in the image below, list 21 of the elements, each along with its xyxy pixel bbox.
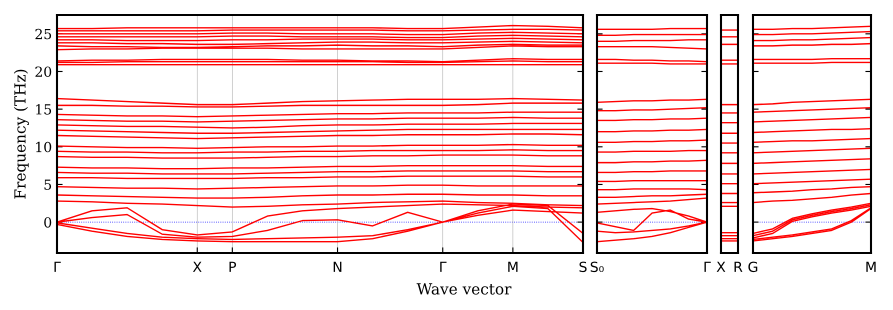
x-tick-label: N	[334, 262, 342, 272]
x-tick-label: X	[716, 262, 726, 272]
y-tick-label: 15	[36, 104, 52, 115]
y-tick-label: 5	[44, 180, 52, 190]
x-tick-label: Γ	[440, 262, 447, 272]
y-tick-label: 25	[35, 28, 52, 40]
x-tick-label: P	[230, 262, 236, 272]
x-tick-label: Γ	[704, 262, 711, 272]
x-tick-label: S₀	[590, 262, 604, 272]
x-axis-title: Wave vector	[416, 283, 512, 295]
y-tick-label: 0	[44, 217, 52, 228]
x-tick-label: Γ	[54, 262, 61, 272]
x-tick-label: R	[734, 262, 742, 272]
x-tick-label: M	[508, 262, 518, 272]
y-tick-label: 20	[35, 66, 52, 77]
x-tick-label: X	[192, 262, 202, 272]
y-axis-title: Frequency (THz)	[14, 70, 29, 199]
x-tick-label: S	[580, 262, 587, 272]
y-tick-label: 10	[36, 142, 52, 152]
x-tick-label: G	[748, 262, 758, 272]
x-tick-label: M	[866, 262, 876, 272]
